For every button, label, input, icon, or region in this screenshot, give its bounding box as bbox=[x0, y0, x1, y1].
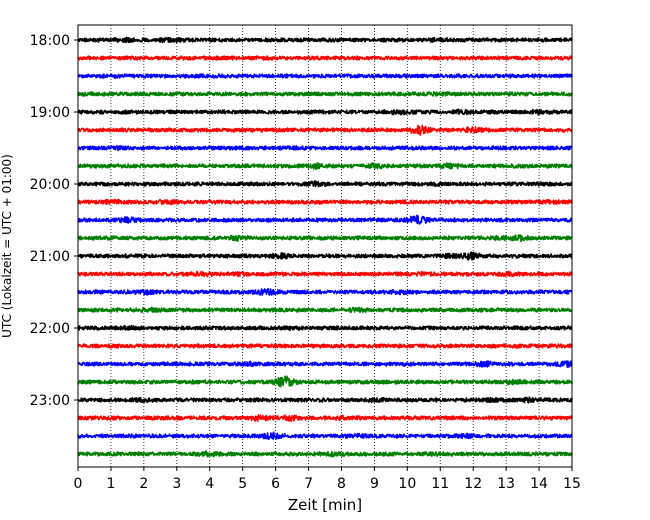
x-tick-label: 6 bbox=[271, 476, 280, 492]
x-tick-label: 14 bbox=[530, 476, 548, 492]
x-tick-label: 15 bbox=[563, 476, 581, 492]
x-tick-label: 1 bbox=[106, 476, 115, 492]
y-tick-label: 18:00 bbox=[30, 33, 70, 49]
trace-2015 bbox=[77, 198, 573, 206]
trace-2215 bbox=[77, 343, 573, 349]
y-axis-label: UTC (Lokalzeit = UTC + 01:00) bbox=[0, 154, 14, 338]
x-tick-label: 7 bbox=[304, 476, 313, 492]
trace-2200 bbox=[77, 324, 573, 332]
trace-2115 bbox=[77, 270, 573, 278]
trace-2330 bbox=[77, 431, 573, 440]
trace-2315 bbox=[77, 413, 573, 423]
trace-1945 bbox=[77, 162, 573, 170]
trace-1930 bbox=[77, 145, 573, 152]
y-tick-label: 23:00 bbox=[30, 393, 70, 409]
y-tick-label: 21:00 bbox=[30, 249, 70, 265]
trace-2000 bbox=[77, 180, 573, 188]
x-tick-label: 4 bbox=[205, 476, 214, 492]
x-tick-label: 3 bbox=[172, 476, 181, 492]
x-tick-label: 9 bbox=[370, 476, 379, 492]
y-axis-ticks: 18:00 19:00 20:00 21:00 22:00 23:00 bbox=[30, 33, 78, 409]
trace-2030 bbox=[77, 214, 573, 225]
trace-2045 bbox=[77, 234, 573, 243]
y-tick-label: 19:00 bbox=[30, 105, 70, 121]
trace-2345 bbox=[77, 450, 573, 458]
trace-2100 bbox=[77, 251, 573, 261]
x-axis-label: Zeit [min] bbox=[288, 496, 362, 514]
seismogram-traces bbox=[77, 36, 573, 458]
trace-1915 bbox=[77, 124, 573, 136]
trace-1830 bbox=[77, 73, 573, 79]
x-tick-label: 11 bbox=[431, 476, 449, 492]
x-tick-label: 2 bbox=[139, 476, 148, 492]
trace-1800 bbox=[77, 36, 573, 44]
x-axis-ticks: 0 1 2 3 4 5 6 7 8 9 10 11 12 13 14 15 bbox=[74, 467, 581, 492]
y-tick-label: 20:00 bbox=[30, 177, 70, 193]
trace-2245 bbox=[77, 375, 573, 388]
trace-1900 bbox=[77, 108, 573, 116]
plot-frame bbox=[77, 24, 573, 468]
trace-2230 bbox=[77, 360, 573, 368]
trace-1845 bbox=[77, 91, 573, 97]
x-tick-label: 13 bbox=[497, 476, 515, 492]
x-tick-label: 8 bbox=[337, 476, 346, 492]
x-tick-label: 10 bbox=[398, 476, 416, 492]
trace-2130 bbox=[77, 287, 573, 296]
x-tick-label: 0 bbox=[74, 476, 83, 492]
y-tick-label: 22:00 bbox=[30, 321, 70, 337]
trace-2145 bbox=[77, 306, 573, 314]
x-tick-label: 5 bbox=[238, 476, 247, 492]
x-tick-label: 12 bbox=[464, 476, 482, 492]
trace-2300 bbox=[77, 396, 573, 404]
trace-1815 bbox=[77, 55, 573, 61]
